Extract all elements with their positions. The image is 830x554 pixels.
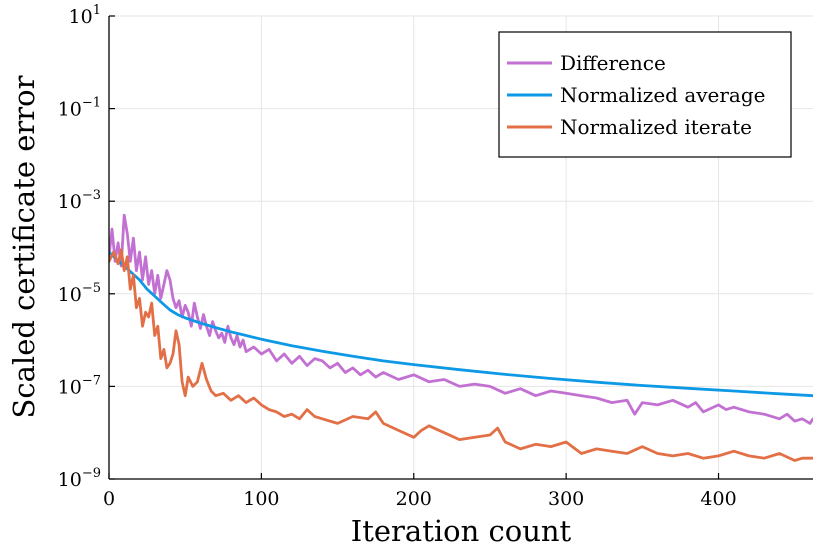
legend-label-normalized-iterate: Normalized iterate — [560, 115, 752, 139]
y-tick-label: 10−3 — [58, 188, 101, 213]
x-tick-label: 300 — [548, 488, 584, 510]
x-tick-label: 100 — [243, 488, 279, 510]
x-tick-label: 400 — [700, 488, 736, 510]
series-lines — [109, 213, 813, 462]
x-axis-label: Iteration count — [351, 514, 572, 548]
series-line-normalized-average — [109, 250, 813, 398]
y-tick-label: 10−1 — [58, 96, 101, 121]
x-tick-label: 0 — [103, 488, 115, 510]
series-line-normalized-iterate — [109, 248, 813, 462]
legend: Difference Normalized average Normalized… — [498, 31, 792, 158]
legend-label-difference: Difference — [560, 51, 666, 75]
x-ticks: 0 100 200 300 400 — [103, 473, 737, 510]
y-tick-label: 10−7 — [58, 373, 101, 398]
y-ticks: 10−9 10−7 10−5 10−3 10−1 101 — [58, 3, 115, 491]
y-tick-label: 101 — [69, 3, 101, 28]
y-tick-label: 10−5 — [58, 281, 101, 306]
x-tick-label: 200 — [396, 488, 432, 510]
y-tick-label: 10−9 — [58, 466, 101, 491]
y-axis-label: Scaled certificate error — [7, 75, 41, 418]
series-line-difference — [109, 213, 813, 425]
legend-label-normalized-average: Normalized average — [560, 83, 766, 107]
